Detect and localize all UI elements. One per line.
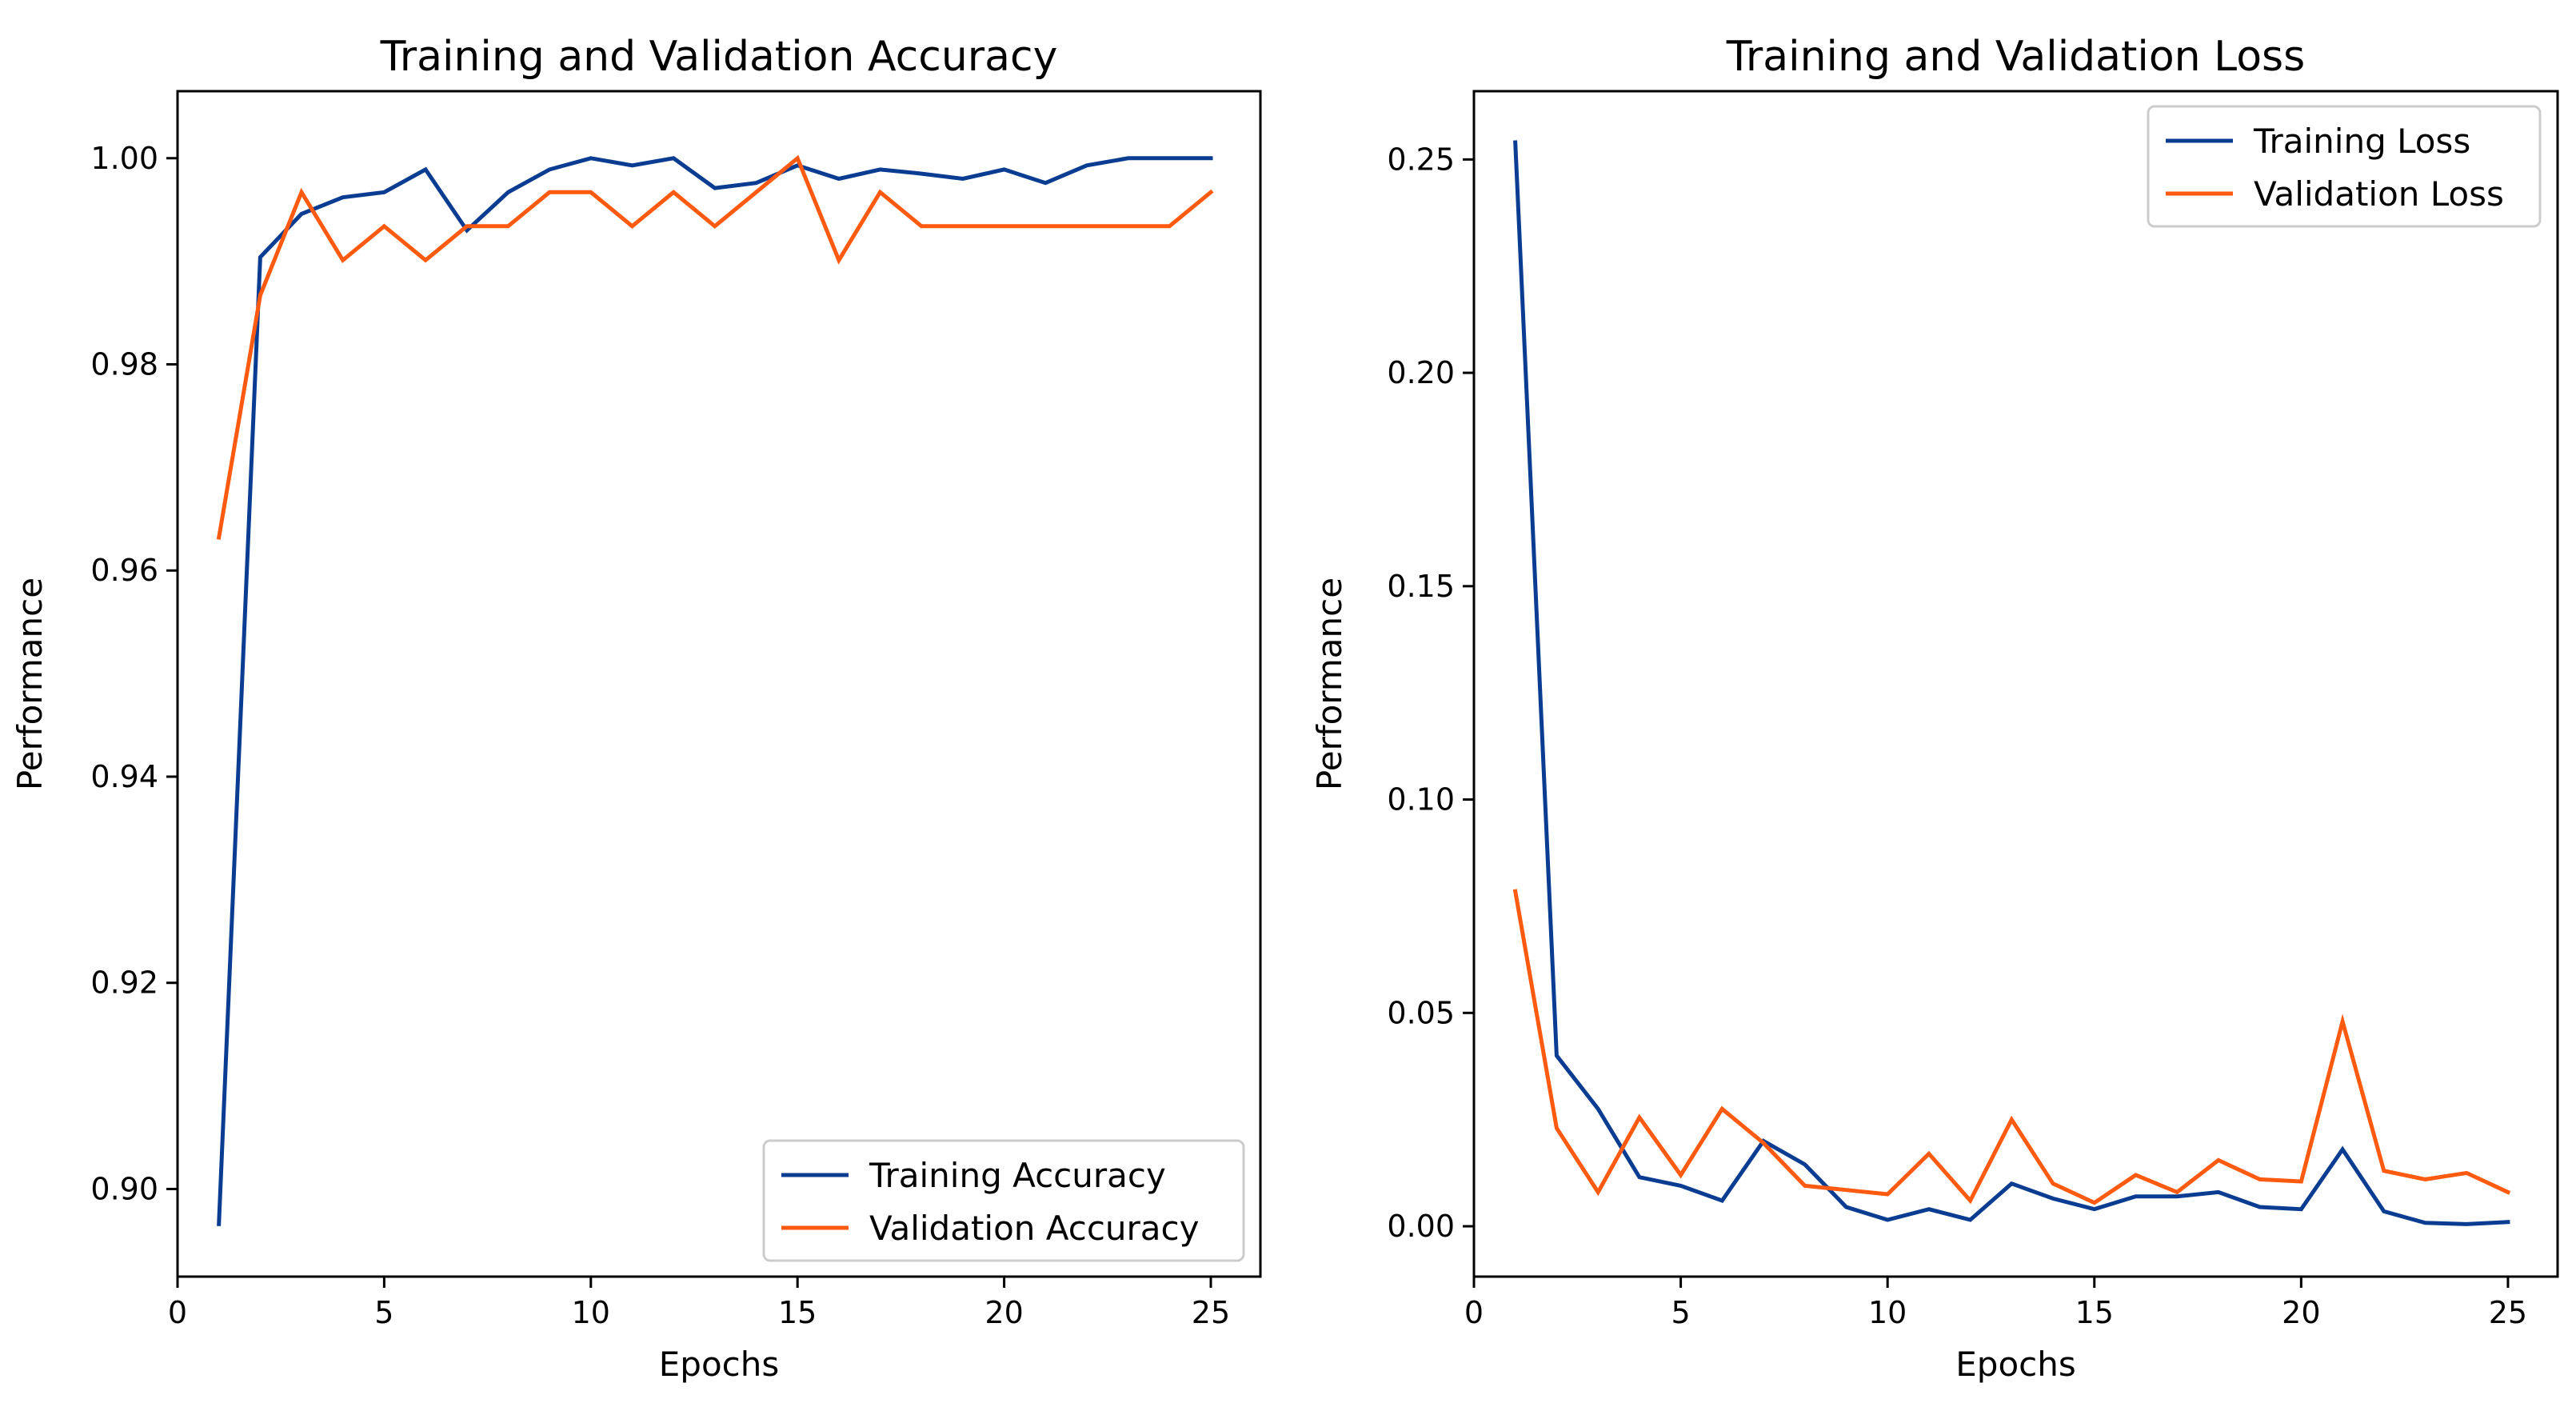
legend-label-training: Training Loss (2253, 122, 2470, 161)
y-tick-label: 0.10 (1387, 782, 1455, 817)
y-tick-label: 0.05 (1387, 995, 1455, 1030)
y-axis-label: Performance (1310, 578, 1349, 790)
legend-label-validation: Validation Accuracy (869, 1209, 1200, 1248)
y-tick-label: 0.98 (90, 347, 158, 382)
x-tick-label: 20 (984, 1295, 1023, 1330)
x-tick-label: 20 (2282, 1295, 2320, 1330)
legend-box (2147, 105, 2542, 228)
legend-label-validation: Validation Loss (2254, 174, 2504, 214)
accuracy-chart: 0 5 10 15 20 25 0.90 0.92 0.94 0.96 0.98 1.00 Traini… (10, 33, 1262, 1384)
legend-label-training: Training Accuracy (869, 1156, 1166, 1195)
y-tick-label: 0.25 (1387, 142, 1455, 177)
plot-frame (1472, 90, 2559, 1278)
y-tick-label: 0.00 (1387, 1209, 1455, 1244)
legend-box (762, 1139, 1245, 1262)
y-tick-label: 0.15 (1387, 569, 1455, 604)
series-line-training (217, 156, 1213, 1226)
x-tick-label: 5 (374, 1295, 393, 1330)
x-tick-label: 15 (2075, 1295, 2114, 1330)
chart-title: Training and Validation Loss (1726, 33, 2305, 81)
series-line-validation (216, 154, 1214, 540)
x-axis-label: Epochs (659, 1345, 780, 1384)
y-tick-label: 0.96 (90, 553, 158, 588)
plot-frame (176, 90, 1262, 1278)
loss-chart: 0 5 10 15 20 25 0.00 0.05 0.10 0.15 0.20 0.25 Traini… (1310, 33, 2559, 1384)
x-tick-label: 25 (2489, 1295, 2527, 1330)
legend: Training Loss Validation Loss (2147, 105, 2542, 228)
chart-title: Training and Validation Accuracy (380, 33, 1058, 81)
x-tick-label: 5 (1671, 1295, 1690, 1330)
x-tick-label: 10 (572, 1295, 610, 1330)
y-tick-label: 1.00 (90, 141, 158, 176)
x-tick-label: 15 (778, 1295, 817, 1330)
x-axis-label: Epochs (1955, 1345, 2076, 1384)
y-tick-label: 0.20 (1387, 355, 1455, 390)
x-tick-label: 0 (168, 1295, 187, 1330)
x-tick-label: 0 (1464, 1295, 1484, 1330)
x-tick-label: 10 (1868, 1295, 1907, 1330)
series-line-training (1513, 140, 2510, 1226)
series-line-validation (1512, 889, 2511, 1205)
y-tick-label: 0.92 (90, 965, 158, 1001)
y-tick-label: 0.94 (90, 759, 158, 794)
y-tick-label: 0.90 (90, 1171, 158, 1206)
y-axis-label: Performance (10, 578, 50, 790)
legend: Training Accuracy Validation Accuracy (762, 1139, 1245, 1262)
x-tick-label: 25 (1192, 1295, 1230, 1330)
